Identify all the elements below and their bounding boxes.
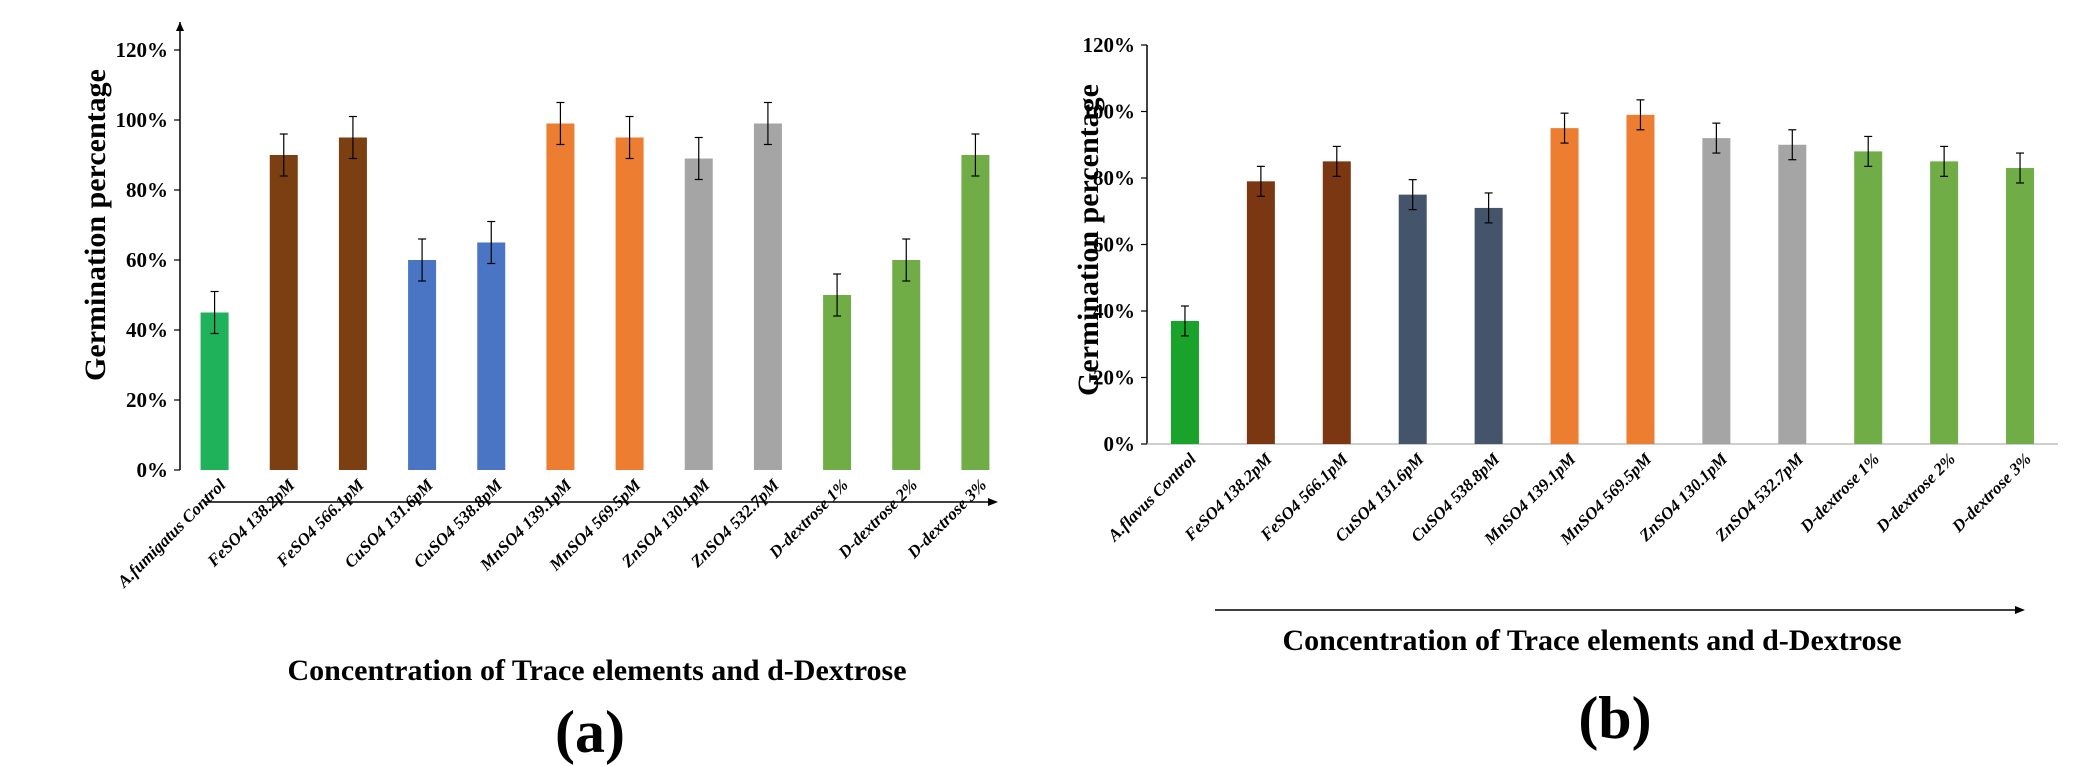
y-tick-label: 100% bbox=[116, 108, 169, 132]
y-tick-label: 80% bbox=[1093, 166, 1135, 190]
category-label: D-dextrose 2% bbox=[1872, 449, 1959, 536]
bar bbox=[477, 242, 506, 470]
panel-label: (a) bbox=[555, 699, 625, 765]
bar bbox=[1474, 207, 1503, 444]
bar bbox=[823, 295, 852, 470]
bar bbox=[1246, 181, 1275, 444]
bar bbox=[546, 123, 575, 470]
bar bbox=[1626, 114, 1655, 444]
y-tick-label: 80% bbox=[126, 178, 168, 202]
x-axis-title: Concentration of Trace elements and d-De… bbox=[287, 654, 906, 687]
category-label: A.fumigatus Control bbox=[113, 475, 230, 592]
bar bbox=[1702, 138, 1731, 444]
y-tick-label: 60% bbox=[1093, 233, 1135, 257]
bar bbox=[1398, 194, 1427, 444]
bar bbox=[269, 155, 298, 470]
y-tick-label: 120% bbox=[116, 38, 169, 62]
bar bbox=[1322, 161, 1351, 444]
bar bbox=[408, 260, 437, 470]
y-tick-label: 40% bbox=[1093, 299, 1135, 323]
bar bbox=[1854, 151, 1883, 444]
panel-label: (b) bbox=[1578, 685, 1651, 751]
y-tick-label: 0% bbox=[137, 458, 169, 482]
chart-panel-b: Germination percentage Concentration of … bbox=[1072, 33, 2058, 751]
y-tick-label: 60% bbox=[126, 248, 168, 272]
y-tick-label: 0% bbox=[1104, 432, 1136, 456]
y-tick-label: 100% bbox=[1083, 100, 1136, 124]
bar bbox=[615, 137, 644, 470]
chart-panel-a: Germination percentage Concentration of … bbox=[79, 22, 998, 765]
bar bbox=[200, 312, 229, 470]
x-arrowhead bbox=[988, 498, 998, 506]
bar bbox=[684, 158, 713, 470]
x-arrowhead bbox=[2015, 606, 2025, 614]
y-axis-title: Germination percentage bbox=[1072, 84, 1105, 396]
bar bbox=[1778, 144, 1807, 444]
bar bbox=[961, 155, 990, 470]
bar bbox=[1170, 320, 1199, 444]
y-axis-arrowhead bbox=[176, 22, 184, 31]
y-tick-label: 20% bbox=[126, 388, 168, 412]
y-tick-label: 120% bbox=[1083, 33, 1136, 57]
bar bbox=[1550, 128, 1579, 444]
bar bbox=[338, 137, 367, 470]
y-tick-label: 20% bbox=[1093, 366, 1135, 390]
bar bbox=[892, 260, 921, 470]
category-label: D-dextrose 1% bbox=[1796, 449, 1883, 536]
bar bbox=[1930, 161, 1959, 444]
bar bbox=[2006, 168, 2035, 444]
y-tick-label: 40% bbox=[126, 318, 168, 342]
category-label: D-dextrose 3% bbox=[1948, 449, 2035, 536]
y-axis-title: Germination percentage bbox=[79, 69, 112, 381]
x-axis-title: Concentration of Trace elements and d-De… bbox=[1282, 624, 1901, 657]
bar bbox=[753, 123, 782, 470]
